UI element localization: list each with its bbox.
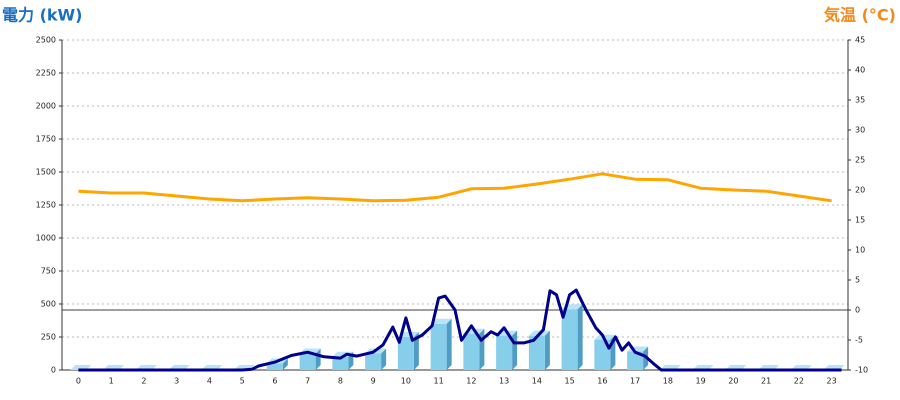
- y2-tick-label: 0: [855, 306, 860, 315]
- x-tick-label: 3: [174, 377, 179, 386]
- bar-side: [544, 330, 550, 370]
- bar: [627, 351, 644, 370]
- bar-side: [446, 318, 452, 370]
- y2-tick-label: 35: [855, 96, 865, 105]
- x-tick-label: 5: [240, 377, 245, 386]
- y2-tick-label: 45: [855, 36, 865, 45]
- y2-tick-label: 25: [855, 156, 865, 165]
- x-tick-label: 15: [565, 377, 575, 386]
- bar: [266, 363, 283, 370]
- y-tick-label: 1250: [36, 201, 56, 210]
- bar: [430, 323, 447, 370]
- y2-title: 気温 (°C): [824, 6, 896, 25]
- x-tick-label: 6: [272, 377, 277, 386]
- y2-tick-label: 5: [855, 276, 860, 285]
- line: [78, 172, 832, 203]
- y2-tick-label: 10: [855, 246, 865, 255]
- x-tick-label: 16: [597, 377, 607, 386]
- x-tick-label: 13: [499, 377, 509, 386]
- y2-tick-label: -10: [855, 366, 868, 375]
- x-tick-label: 14: [532, 377, 542, 386]
- x-tick-label: 19: [696, 377, 706, 386]
- y-tick-label: 2000: [36, 102, 56, 111]
- x-tick-label: 17: [630, 377, 640, 386]
- x-tick-label: 21: [761, 377, 771, 386]
- y-tick-label: 1500: [36, 168, 56, 177]
- bar-top: [430, 318, 452, 324]
- chart-title: 電力 (kW): [2, 6, 83, 25]
- bar: [365, 353, 382, 370]
- y-tick-label: 1750: [36, 135, 56, 144]
- x-tick-label: 1: [109, 377, 114, 386]
- y2-tick-label: 30: [855, 126, 865, 135]
- x-tick-label: 22: [794, 377, 804, 386]
- y-tick-label: 0: [51, 366, 56, 375]
- bar: [299, 353, 316, 370]
- bar-side: [381, 348, 387, 370]
- x-tick-label: 8: [338, 377, 343, 386]
- y-tick-label: 2500: [36, 36, 56, 45]
- y2-tick-label: 15: [855, 216, 865, 225]
- bar-side: [413, 332, 419, 370]
- x-tick-label: 23: [827, 377, 837, 386]
- y2-tick-label: 40: [855, 66, 865, 75]
- x-tick-label: 2: [141, 377, 146, 386]
- bar: [594, 339, 611, 370]
- bar: [397, 337, 414, 370]
- y2-tick-label: 20: [855, 186, 865, 195]
- x-tick-label: 0: [76, 377, 81, 386]
- bar: [528, 335, 545, 370]
- y-tick-label: 2250: [36, 69, 56, 78]
- y-tick-label: 500: [41, 300, 56, 309]
- x-tick-label: 11: [434, 377, 444, 386]
- bar: [496, 335, 513, 370]
- bar: [463, 333, 480, 370]
- bar: [332, 356, 349, 370]
- bar-side: [512, 330, 518, 370]
- x-tick-label: 20: [728, 377, 738, 386]
- bar-side: [577, 304, 583, 370]
- x-tick-label: 18: [663, 377, 673, 386]
- y-tick-label: 250: [41, 333, 56, 342]
- bar-side: [479, 328, 485, 370]
- bar-side: [282, 358, 288, 370]
- line: [78, 288, 842, 372]
- y-tick-label: 1000: [36, 234, 56, 243]
- bar: [561, 309, 578, 370]
- x-tick-label: 9: [371, 377, 376, 386]
- y-tick-label: 750: [41, 267, 56, 276]
- x-tick-label: 7: [305, 377, 310, 386]
- y2-tick-label: -5: [855, 336, 863, 345]
- x-tick-label: 10: [401, 377, 411, 386]
- x-tick-label: 12: [466, 377, 476, 386]
- x-tick-label: 4: [207, 377, 212, 386]
